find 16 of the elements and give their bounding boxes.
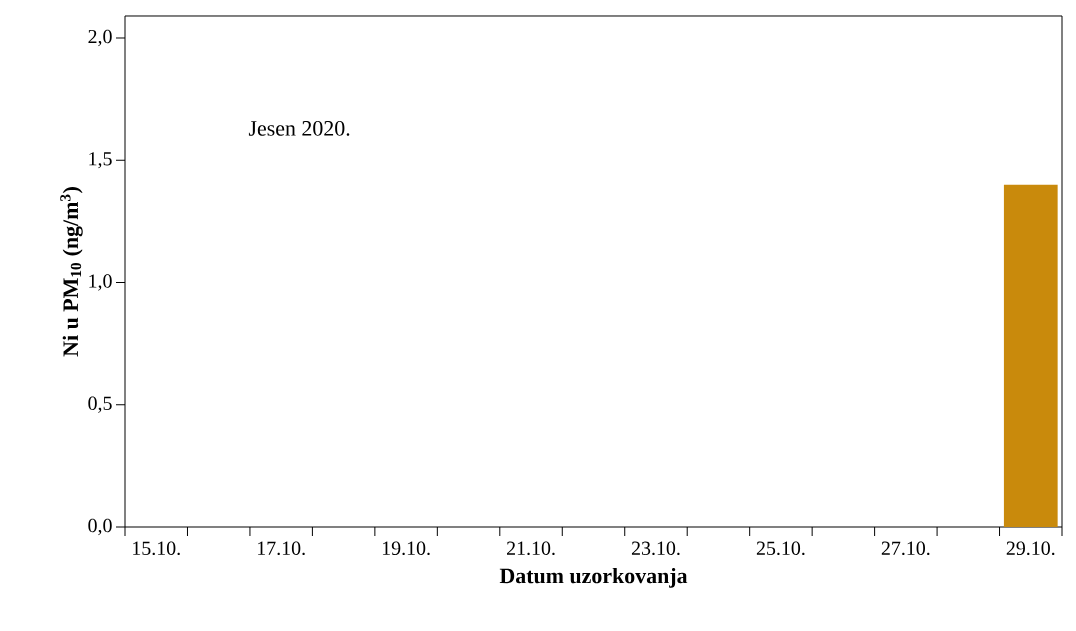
x-axis-title: Datum uzorkovanja bbox=[499, 567, 688, 588]
y-tick-label: 1,5 bbox=[89, 152, 112, 169]
annotation: Jesen 2020. bbox=[248, 120, 350, 136]
x-tick-label: 17.10. bbox=[258, 541, 305, 556]
x-tick-label: 19.10. bbox=[382, 541, 430, 556]
y-tick-label: 1,0 bbox=[89, 274, 112, 291]
y-tick-label: 0,0 bbox=[88, 518, 112, 536]
x-tick-label: 21.10. bbox=[507, 541, 555, 556]
y-tick-label: 2,0 bbox=[88, 29, 112, 47]
x-tick-label: 23.10. bbox=[631, 541, 680, 556]
x-tick-label: 25.10. bbox=[756, 541, 805, 556]
x-tick-label: 29.10. bbox=[1006, 541, 1055, 556]
x-tick-label: 15.10. bbox=[133, 541, 180, 556]
y-axis-title: Ni u PM$_{10}$ (ng/m$^{3}$) bbox=[60, 187, 83, 357]
x-tick-label: 27.10. bbox=[881, 541, 930, 556]
y-tick-label: 0,5 bbox=[88, 396, 112, 413]
